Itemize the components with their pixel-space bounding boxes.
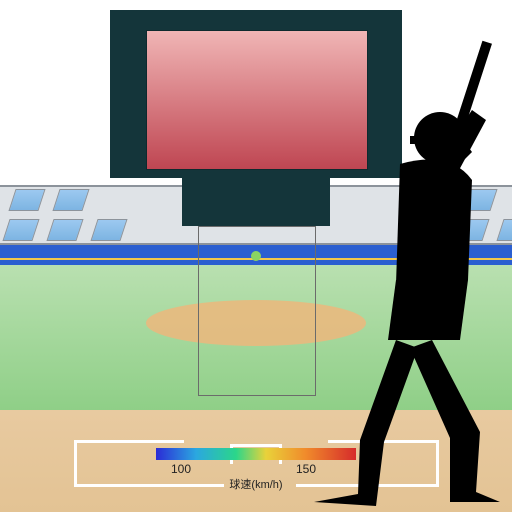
plate-line (436, 440, 439, 486)
speed-label: 球速(km/h) (156, 476, 356, 492)
speed-legend: 100150 球速(km/h) (156, 448, 356, 488)
pitch-marker (251, 251, 261, 261)
speed-tick: 150 (296, 462, 316, 476)
plate-line (328, 440, 438, 443)
scoreboard-screen (146, 30, 368, 170)
plate-line (230, 444, 282, 447)
pitch-location-figure: 100 150 球速(km/h) (0, 0, 512, 512)
speed-tick: 100 (171, 462, 191, 476)
plate-line (74, 440, 184, 443)
scoreboard-support (182, 178, 330, 226)
speed-colorbar (156, 448, 356, 460)
plate-line (74, 440, 77, 486)
scoreboard (92, 10, 420, 210)
